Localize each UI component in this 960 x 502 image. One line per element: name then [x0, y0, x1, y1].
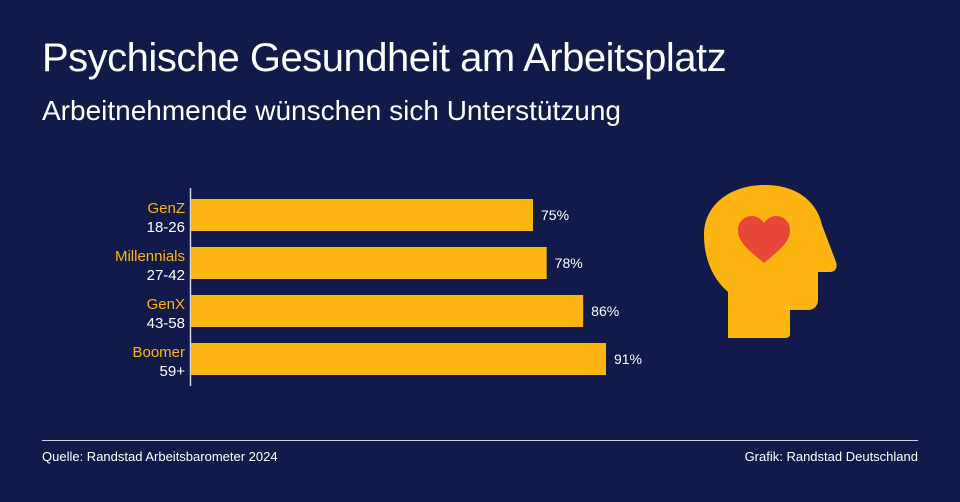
head-with-heart-icon: [704, 185, 837, 338]
category-label: GenX: [147, 296, 185, 313]
head-shape: [704, 185, 837, 338]
category-label: Boomer: [132, 344, 185, 361]
age-range-label: 59+: [160, 363, 186, 380]
source-note: Quelle: Randstad Arbeitsbarometer 2024: [42, 449, 278, 464]
category-label: GenZ: [147, 200, 185, 217]
age-range-label: 18-26: [147, 219, 185, 236]
footer-divider: [42, 440, 918, 441]
heart-icon: [738, 216, 790, 263]
bar-genz: [191, 199, 533, 231]
category-label: Millennials: [115, 248, 185, 265]
credit-note: Grafik: Randstad Deutschland: [744, 449, 918, 464]
page-subtitle: Arbeitnehmende wünschen sich Unterstützu…: [42, 95, 622, 126]
value-label: 91%: [614, 351, 642, 367]
value-label: 78%: [555, 255, 583, 271]
bar-millennials: [191, 247, 547, 279]
age-range-label: 27-42: [147, 267, 185, 284]
bar-genx: [191, 295, 584, 327]
value-label: 75%: [541, 207, 569, 223]
bar-boomer: [191, 343, 606, 375]
value-label: 86%: [591, 303, 619, 319]
page-title: Psychische Gesundheit am Arbeitsplatz: [42, 36, 727, 80]
age-range-label: 43-58: [147, 315, 185, 332]
